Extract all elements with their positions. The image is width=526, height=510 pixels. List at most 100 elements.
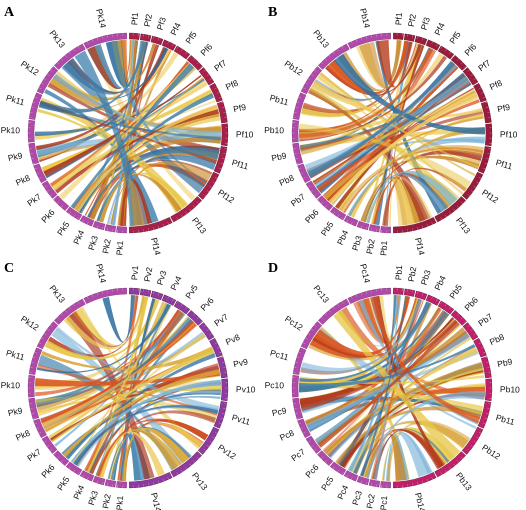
- ring-tick: [203, 194, 206, 197]
- ring-tick: [53, 198, 56, 201]
- ring-tick: [351, 476, 353, 480]
- chromosome-label: Pb6: [303, 207, 321, 225]
- ring-tick: [148, 35, 150, 38]
- ring-tick: [412, 483, 414, 486]
- ring-tick: [444, 469, 447, 473]
- synteny-ribbon: [96, 155, 217, 222]
- synteny-ribbon: [382, 432, 432, 481]
- ring-tick: [337, 214, 340, 218]
- ring-tick: [148, 290, 150, 293]
- ring-tick: [470, 190, 474, 192]
- ring-tick: [341, 46, 344, 49]
- chromosome-segment: [41, 180, 58, 199]
- ring-tick: [43, 185, 47, 188]
- chromosome-label: Pb12: [283, 58, 305, 77]
- chromosome-label: Pf8: [488, 78, 504, 93]
- ring-tick: [324, 460, 327, 463]
- ring-tick: [453, 310, 456, 313]
- ring-tick: [77, 217, 80, 220]
- ring-tick: [87, 296, 89, 300]
- chromosome-label: Pb14: [413, 492, 427, 510]
- ring-tick: [212, 436, 215, 439]
- ring-tick: [209, 333, 213, 336]
- chromosome-segment: [79, 215, 95, 227]
- ring-tick: [294, 366, 297, 368]
- synteny-ribbon: [88, 125, 221, 219]
- ring-tick: [193, 313, 196, 316]
- synteny-ribbon: [333, 309, 461, 460]
- synteny-ribbon: [304, 75, 470, 171]
- ring-tick: [176, 301, 179, 304]
- ring-tick: [69, 466, 71, 470]
- synteny-ribbon: [36, 133, 221, 151]
- chromosome-label: Pb5: [319, 219, 336, 237]
- synteny-ribbon: [359, 40, 401, 89]
- chromosome-segment: [129, 287, 140, 295]
- ring-tick: [185, 466, 187, 470]
- chromosome-segment: [434, 196, 467, 223]
- ring-tick: [298, 351, 302, 354]
- chromosome-segment: [380, 226, 391, 234]
- ring-tick: [73, 303, 76, 307]
- chromosome-segment: [186, 54, 203, 71]
- synteny-ribbon: [55, 326, 220, 414]
- ring-tick: [370, 483, 372, 486]
- chromosome-segment: [53, 298, 86, 325]
- ring-tick: [302, 432, 306, 434]
- ring-tick: [457, 58, 460, 61]
- ring-tick: [106, 35, 108, 38]
- synteny-ribbon: [102, 295, 135, 343]
- chromosome-label: Pf3: [419, 16, 432, 31]
- ring-tick: [307, 440, 311, 443]
- ring-tick: [31, 157, 34, 160]
- ring-tick: [310, 329, 314, 331]
- ring-tick: [317, 198, 320, 201]
- ribbons: [35, 295, 222, 481]
- ring-tick: [341, 217, 344, 220]
- ring-tick: [449, 51, 451, 55]
- synteny-ribbon: [35, 396, 218, 422]
- ring-tick: [473, 440, 477, 443]
- synteny-ribbon: [299, 377, 484, 415]
- ring-tick: [305, 82, 308, 85]
- chromosome-label: Pb2: [364, 238, 377, 255]
- chromosome-segment: [83, 32, 127, 49]
- ring-tick: [449, 211, 451, 215]
- ring-tick: [152, 227, 155, 230]
- chromosome-label: Pf7: [212, 58, 228, 74]
- ring-tick: [222, 157, 225, 160]
- chromosome-segment: [462, 322, 479, 341]
- synteny-ribbon: [37, 354, 176, 470]
- ring-tick: [444, 48, 447, 52]
- ring-tick: [53, 453, 56, 456]
- chromosome-label: Pk14: [94, 8, 108, 29]
- ring-tick: [50, 449, 53, 452]
- ring-tick: [212, 337, 215, 340]
- ring-tick: [172, 43, 174, 47]
- ring-tick: [328, 208, 331, 211]
- ring-tick: [220, 162, 224, 165]
- ring-tick: [351, 221, 353, 225]
- synteny-ribbon: [371, 433, 407, 481]
- synteny-ribbon: [100, 431, 165, 478]
- chromosome-segment: [393, 217, 437, 234]
- ring-tick: [333, 211, 335, 215]
- ring-tick: [41, 82, 44, 85]
- synteny-ribbon: [43, 74, 202, 179]
- ring-tick: [333, 306, 335, 310]
- ring-tick: [470, 329, 474, 331]
- chromosome-label: Pf3: [155, 16, 168, 31]
- ring-tick: [460, 317, 463, 320]
- ring-tick: [176, 217, 179, 220]
- chromosome-label: Pc7: [289, 446, 307, 463]
- synteny-ribbon: [72, 302, 167, 464]
- synteny-ribbon: [37, 386, 222, 413]
- chromosome-label: Pf7: [476, 58, 492, 74]
- ring-tick: [476, 82, 479, 85]
- chromosome-label: Pb9: [270, 150, 287, 163]
- ring-tick: [296, 101, 300, 104]
- chromosome-segment: [368, 479, 381, 488]
- synteny-ribbon: [372, 295, 444, 468]
- ring-tick: [480, 92, 484, 94]
- ring-tick: [216, 92, 220, 94]
